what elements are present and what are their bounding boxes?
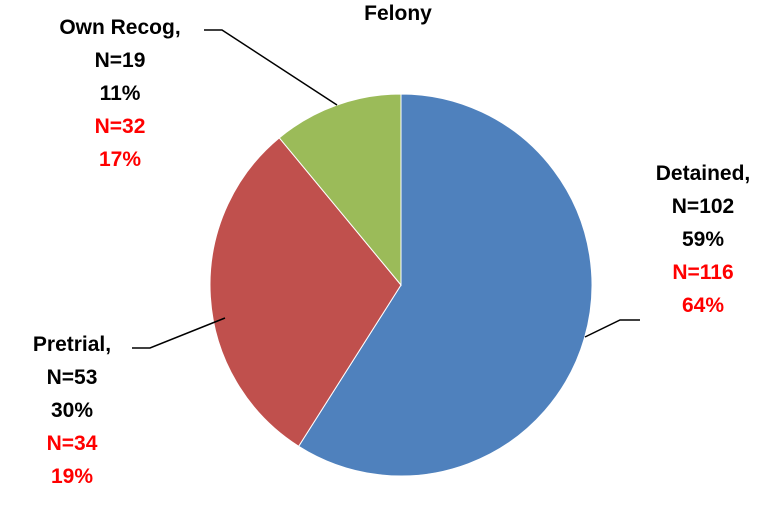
slice-label-own-recog-line-1: Own Recog, (59, 16, 180, 39)
leader-line-own-recog (204, 29, 338, 106)
slice-label-pretrial-line-1: Pretrial, (33, 333, 111, 356)
slice-label-pretrial-line-2: N=53 (47, 366, 98, 389)
slice-labels: Detained, N=102 59% N=116 64% Pretrial, N=53 30… (33, 16, 750, 488)
slice-label-own-recog-line-5: 17% (99, 148, 141, 171)
slice-label-pretrial-line-3: 30% (51, 399, 93, 422)
pie-slice-pretrial (209, 137, 402, 447)
pie-slice-detained (297, 93, 593, 477)
slice-label-own-recog-line-4: N=32 (95, 115, 146, 138)
slice-label-detained-line-5: 64% (682, 294, 724, 317)
slice-label-pretrial-line-5: 19% (51, 465, 93, 488)
slice-label-pretrial-line-4: N=34 (47, 432, 98, 455)
chart-title: Felony (364, 2, 432, 25)
slice-label-detained-line-3: 59% (682, 228, 724, 251)
pie-slices (209, 93, 593, 477)
slice-label-own-recog-line-3: 11% (100, 82, 141, 105)
slice-label-own-recog-line-2: N=19 (95, 49, 146, 72)
leader-lines (132, 29, 640, 349)
leader-line-detained (584, 319, 640, 338)
slice-label-detained-line-4: N=116 (672, 261, 733, 284)
slice-label-detained-line-1: Detained, (656, 162, 751, 185)
slice-label-detained-line-2: N=102 (672, 195, 734, 218)
leader-line-pretrial (132, 317, 226, 349)
